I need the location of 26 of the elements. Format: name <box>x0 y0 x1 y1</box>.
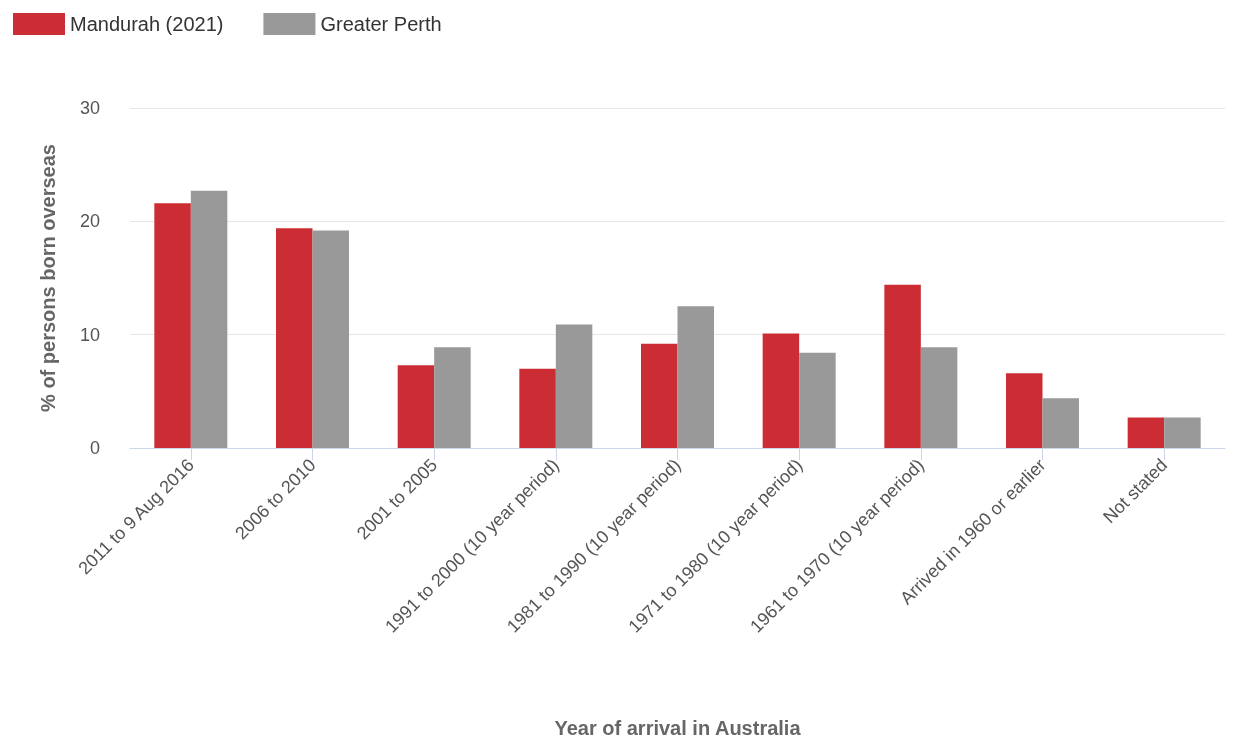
y-axis-title: % of persons born overseas <box>37 144 59 412</box>
bar <box>1127 417 1165 448</box>
y-tick-label: 0 <box>89 438 100 458</box>
bar <box>190 190 228 448</box>
bar <box>276 228 313 448</box>
bar <box>884 284 921 448</box>
bar <box>677 306 714 448</box>
bar <box>762 333 800 448</box>
bar <box>397 365 435 448</box>
bar <box>1042 398 1079 448</box>
bar <box>641 343 678 448</box>
bar <box>555 324 593 448</box>
y-tick-label: 20 <box>79 211 100 232</box>
bar <box>434 347 471 448</box>
x-axis-title: Year of arrival in Australia <box>554 717 802 739</box>
y-tick-label: 10 <box>79 324 100 345</box>
bar <box>920 347 958 448</box>
bar <box>519 368 556 448</box>
bar <box>154 203 191 448</box>
bar <box>799 352 836 448</box>
bar <box>1164 417 1201 448</box>
bar <box>1006 373 1043 448</box>
legend-label: Greater Perth <box>320 13 442 35</box>
bar <box>312 230 349 448</box>
legend-label: Mandurah (2021) <box>70 13 224 35</box>
y-tick-label: 30 <box>79 98 100 118</box>
